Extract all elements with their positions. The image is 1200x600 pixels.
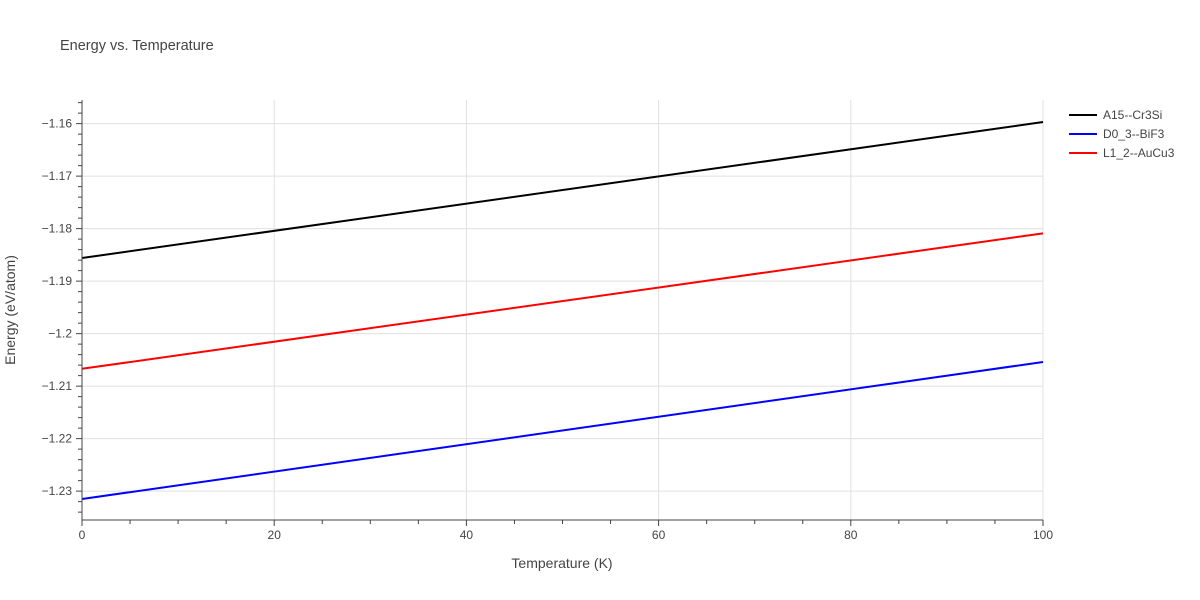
y-tick-label: −1.23: [42, 484, 73, 498]
series-line: [81, 232, 1044, 370]
x-tick-label: 100: [1033, 528, 1053, 542]
legend-item[interactable]: L1_2--AuCu3: [1069, 146, 1175, 160]
legend-item[interactable]: D0_3--BiF3: [1069, 127, 1165, 141]
x-tick-label: 0: [79, 528, 86, 542]
y-tick-label: −1.16: [42, 117, 73, 131]
series-line: [81, 121, 1044, 260]
y-tick-label: −1.22: [42, 432, 73, 446]
y-tick-label: −1.17: [42, 169, 73, 183]
legend-label: D0_3--BiF3: [1103, 127, 1165, 141]
y-tick-label: −1.2: [48, 327, 72, 341]
axes: 0 20 40 60 80 100 −1.16 −1.17 −1.18 −1.19 −1.2 −1.2…: [42, 100, 1053, 542]
legend-item[interactable]: A15--Cr3Si: [1069, 108, 1162, 122]
x-tick-label: 40: [460, 528, 474, 542]
chart-title: Energy vs. Temperature: [60, 38, 214, 54]
y-tick-label: −1.21: [42, 379, 73, 393]
legend[interactable]: A15--Cr3Si D0_3--BiF3 L1_2--AuCu3: [1069, 108, 1175, 160]
grid: [82, 100, 1044, 520]
x-tick-label: 60: [652, 528, 666, 542]
y-tick-label: −1.18: [42, 222, 73, 236]
series-lines: [81, 121, 1044, 500]
y-tick-label: −1.19: [42, 274, 73, 288]
legend-label: A15--Cr3Si: [1103, 108, 1162, 122]
series-line: [81, 360, 1044, 500]
y-axis-title: Energy (eV/atom): [2, 255, 18, 365]
x-axis-title: Temperature (K): [511, 555, 612, 571]
x-tick-label: 80: [844, 528, 858, 542]
x-tick-label: 20: [268, 528, 282, 542]
legend-label: L1_2--AuCu3: [1103, 146, 1175, 160]
